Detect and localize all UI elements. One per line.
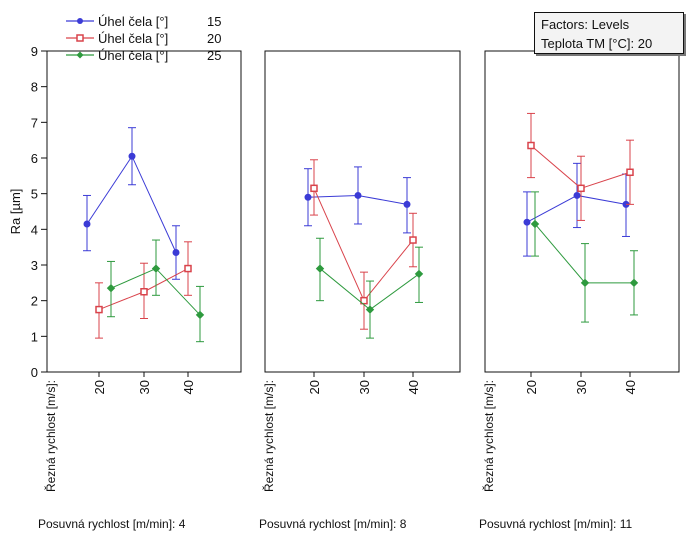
y-tick-label: 6 <box>31 151 38 166</box>
y-tick-label: 1 <box>31 329 38 344</box>
data-point <box>95 305 103 314</box>
data-point <box>414 269 424 279</box>
x-tick-label: 20 <box>92 380 107 394</box>
data-point <box>310 184 318 193</box>
x-axis-label: Řezná rychlost [m/s]: <box>481 380 496 492</box>
x-tick-label: 20 <box>307 380 322 394</box>
series-20 <box>527 112 634 221</box>
factors-box: Factors: Levels Teplota TM [°C]: 20 <box>534 12 684 54</box>
data-point <box>184 264 192 273</box>
y-tick-label: 7 <box>31 115 38 130</box>
legend-entry: Úhel čela [°] 15 <box>66 14 221 29</box>
legend-marker <box>76 34 84 42</box>
y-tick-label: 5 <box>31 187 38 202</box>
data-point <box>195 310 205 320</box>
data-point <box>523 218 531 226</box>
x-tick-label: 40 <box>623 380 638 394</box>
y-tick-label: 0 <box>31 365 38 380</box>
panel-frame <box>484 50 680 373</box>
data-point <box>360 296 368 305</box>
legend-entry: Úhel čela [°] 25 <box>66 48 221 63</box>
series-20 <box>310 159 417 330</box>
data-point <box>403 200 411 208</box>
y-tick-label: 2 <box>31 294 38 309</box>
factors-line-1: Factors: Levels <box>541 17 630 32</box>
series-25 <box>106 239 205 343</box>
legend-label: Úhel čela [°] <box>98 48 168 63</box>
data-point <box>577 184 585 193</box>
legend-marker <box>76 51 84 59</box>
x-tick-label: 20 <box>524 380 539 394</box>
legend-value: 20 <box>207 31 221 46</box>
x-tick-label: 40 <box>406 380 421 394</box>
legend-value: 15 <box>207 14 221 29</box>
y-tick-label: 4 <box>31 222 38 237</box>
data-point <box>580 278 590 288</box>
data-point <box>527 141 535 150</box>
x-tick-label: 30 <box>137 380 152 394</box>
legend-label: Úhel čela [°] <box>98 14 168 29</box>
y-tick-label: 8 <box>31 80 38 95</box>
panel-2: 20 30 40 Řezná rychlost [m/s]: Posuvná rychl… <box>259 50 461 531</box>
series-25 <box>315 237 424 339</box>
data-point <box>315 264 325 273</box>
panel-1: 20 30 40 Řezná rychlost [m/s]: Posuvná rychl… <box>38 50 242 531</box>
data-point <box>354 191 362 199</box>
data-point <box>626 168 634 177</box>
series-15 <box>83 127 180 280</box>
panel-frame <box>264 50 461 373</box>
data-point <box>629 278 639 288</box>
series-25 <box>530 191 639 323</box>
legend-label: Úhel čela [°] <box>98 31 168 46</box>
y-tick-label: 3 <box>31 258 38 273</box>
panel-caption: Posuvná rychlost [m/min]: 4 <box>38 517 186 531</box>
data-point <box>530 219 540 229</box>
data-point <box>304 193 312 201</box>
data-point <box>128 152 136 160</box>
data-point <box>106 283 116 293</box>
legend-value: 25 <box>207 48 221 63</box>
panel-caption: Posuvná rychlost [m/min]: 8 <box>259 517 407 531</box>
x-axis-label: Řezná rychlost [m/s]: <box>43 380 58 492</box>
legend-entry: Úhel čela [°] 20 <box>66 31 221 46</box>
data-point <box>151 264 161 273</box>
x-tick-label: 30 <box>574 380 589 394</box>
panel-caption: Posuvná rychlost [m/min]: 11 <box>479 517 632 531</box>
data-point <box>140 288 148 296</box>
x-tick-label: 30 <box>357 380 372 394</box>
y-tick-label: 9 <box>31 44 38 59</box>
data-point <box>409 236 417 244</box>
x-tick-label: 40 <box>181 380 196 394</box>
series-15 <box>304 166 411 234</box>
data-point <box>83 220 91 228</box>
series-20 <box>95 241 192 339</box>
panel-3: 20 30 40 Řezná rychlost [m/s]: Posuvná rychl… <box>479 50 680 531</box>
x-axis-label: Řezná rychlost [m/s]: <box>261 380 276 492</box>
legend-marker <box>77 18 83 24</box>
y-axis-label: Ra [µm] <box>8 189 23 235</box>
factors-line-2: Teplota TM [°C]: 20 <box>541 36 653 51</box>
data-point <box>172 249 180 257</box>
data-point <box>573 191 581 199</box>
panel-frame <box>46 50 242 373</box>
data-point <box>365 305 375 314</box>
